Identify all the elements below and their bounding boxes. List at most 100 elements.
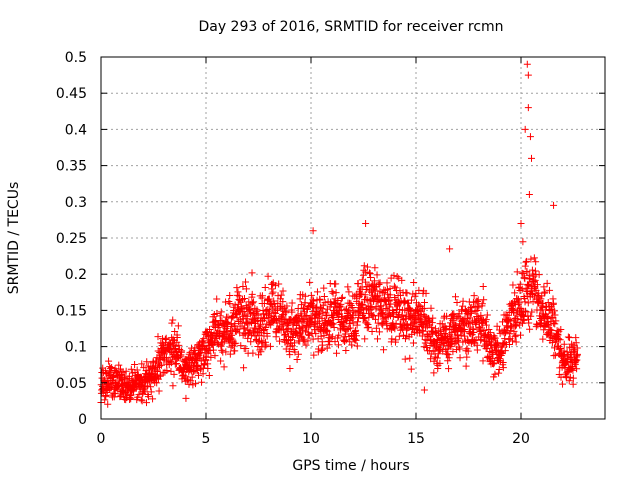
data-point [304,330,312,338]
data-point [543,279,551,287]
data-point [565,377,573,385]
data-point [516,304,524,312]
data-point [361,335,369,343]
data-point [453,299,461,307]
data-point [516,280,524,288]
data-point [569,366,577,374]
data-point [352,326,360,334]
data-point [354,318,362,326]
data-point [486,329,494,337]
data-point [143,358,151,366]
y-tick-label: 0.3 [65,195,87,211]
data-point [505,340,513,348]
data-point [505,315,513,323]
data-point [344,283,352,291]
data-point [407,314,415,322]
data-point [390,282,398,290]
data-point [429,314,437,322]
data-point [288,299,296,307]
data-point [560,340,568,348]
data-point [329,289,337,297]
data-point [473,346,481,354]
data-point [207,353,215,361]
data-point [502,329,510,337]
data-point [222,348,230,356]
data-point [293,355,301,363]
data-point [370,277,378,285]
data-point [324,327,332,335]
data-point [119,368,127,376]
data-point [375,280,383,288]
data-point [408,296,416,304]
data-point [231,347,239,355]
data-point [241,311,249,319]
data-point [535,271,543,279]
data-point [262,323,270,331]
data-point [573,365,581,373]
data-point [407,365,415,373]
data-point [242,278,250,286]
data-point [362,278,370,286]
data-point [392,336,400,344]
data-point [332,289,340,297]
data-point [227,343,235,351]
data-point [365,323,373,331]
data-point [479,357,487,365]
data-point [404,299,412,307]
data-point [341,337,349,345]
data-point [279,326,287,334]
data-point [147,388,155,396]
data-point [433,354,441,362]
data-point [264,305,272,313]
data-point [485,326,493,334]
data-points [97,60,581,408]
data-point [341,306,349,314]
data-point [392,320,400,328]
data-point [391,325,399,333]
data-point [101,396,109,404]
data-point [449,348,457,356]
data-point [369,282,377,290]
data-point [159,369,167,377]
data-point [246,327,254,335]
data-point [527,255,535,263]
data-point [333,349,341,357]
data-point [533,281,541,289]
data-point [523,268,531,276]
data-point [402,320,410,328]
data-point [248,299,256,307]
data-point [429,347,437,355]
data-point [515,295,523,303]
data-point [292,328,300,336]
data-point [519,238,527,246]
data-point [338,293,346,301]
data-point [269,288,277,296]
data-point [261,283,269,291]
data-point [493,322,501,330]
data-point [226,300,234,308]
data-point [385,297,393,305]
data-point [395,332,403,340]
data-point [172,359,180,367]
data-point [476,325,484,333]
data-point [187,377,195,385]
data-point [549,299,557,307]
data-point [474,303,482,311]
data-point [456,345,464,353]
data-point [209,346,217,354]
data-point [371,264,379,272]
data-point [550,201,558,209]
data-point [478,300,486,308]
data-point [513,268,521,276]
data-point [495,365,503,373]
data-point [102,393,110,401]
data-point [532,258,540,266]
data-point [362,285,370,293]
data-point [526,325,534,333]
data-point [282,315,290,323]
data-point [565,334,573,342]
data-point [456,354,464,362]
y-tick-label: 0.5 [65,50,87,66]
y-tick-label: 0 [78,412,87,428]
